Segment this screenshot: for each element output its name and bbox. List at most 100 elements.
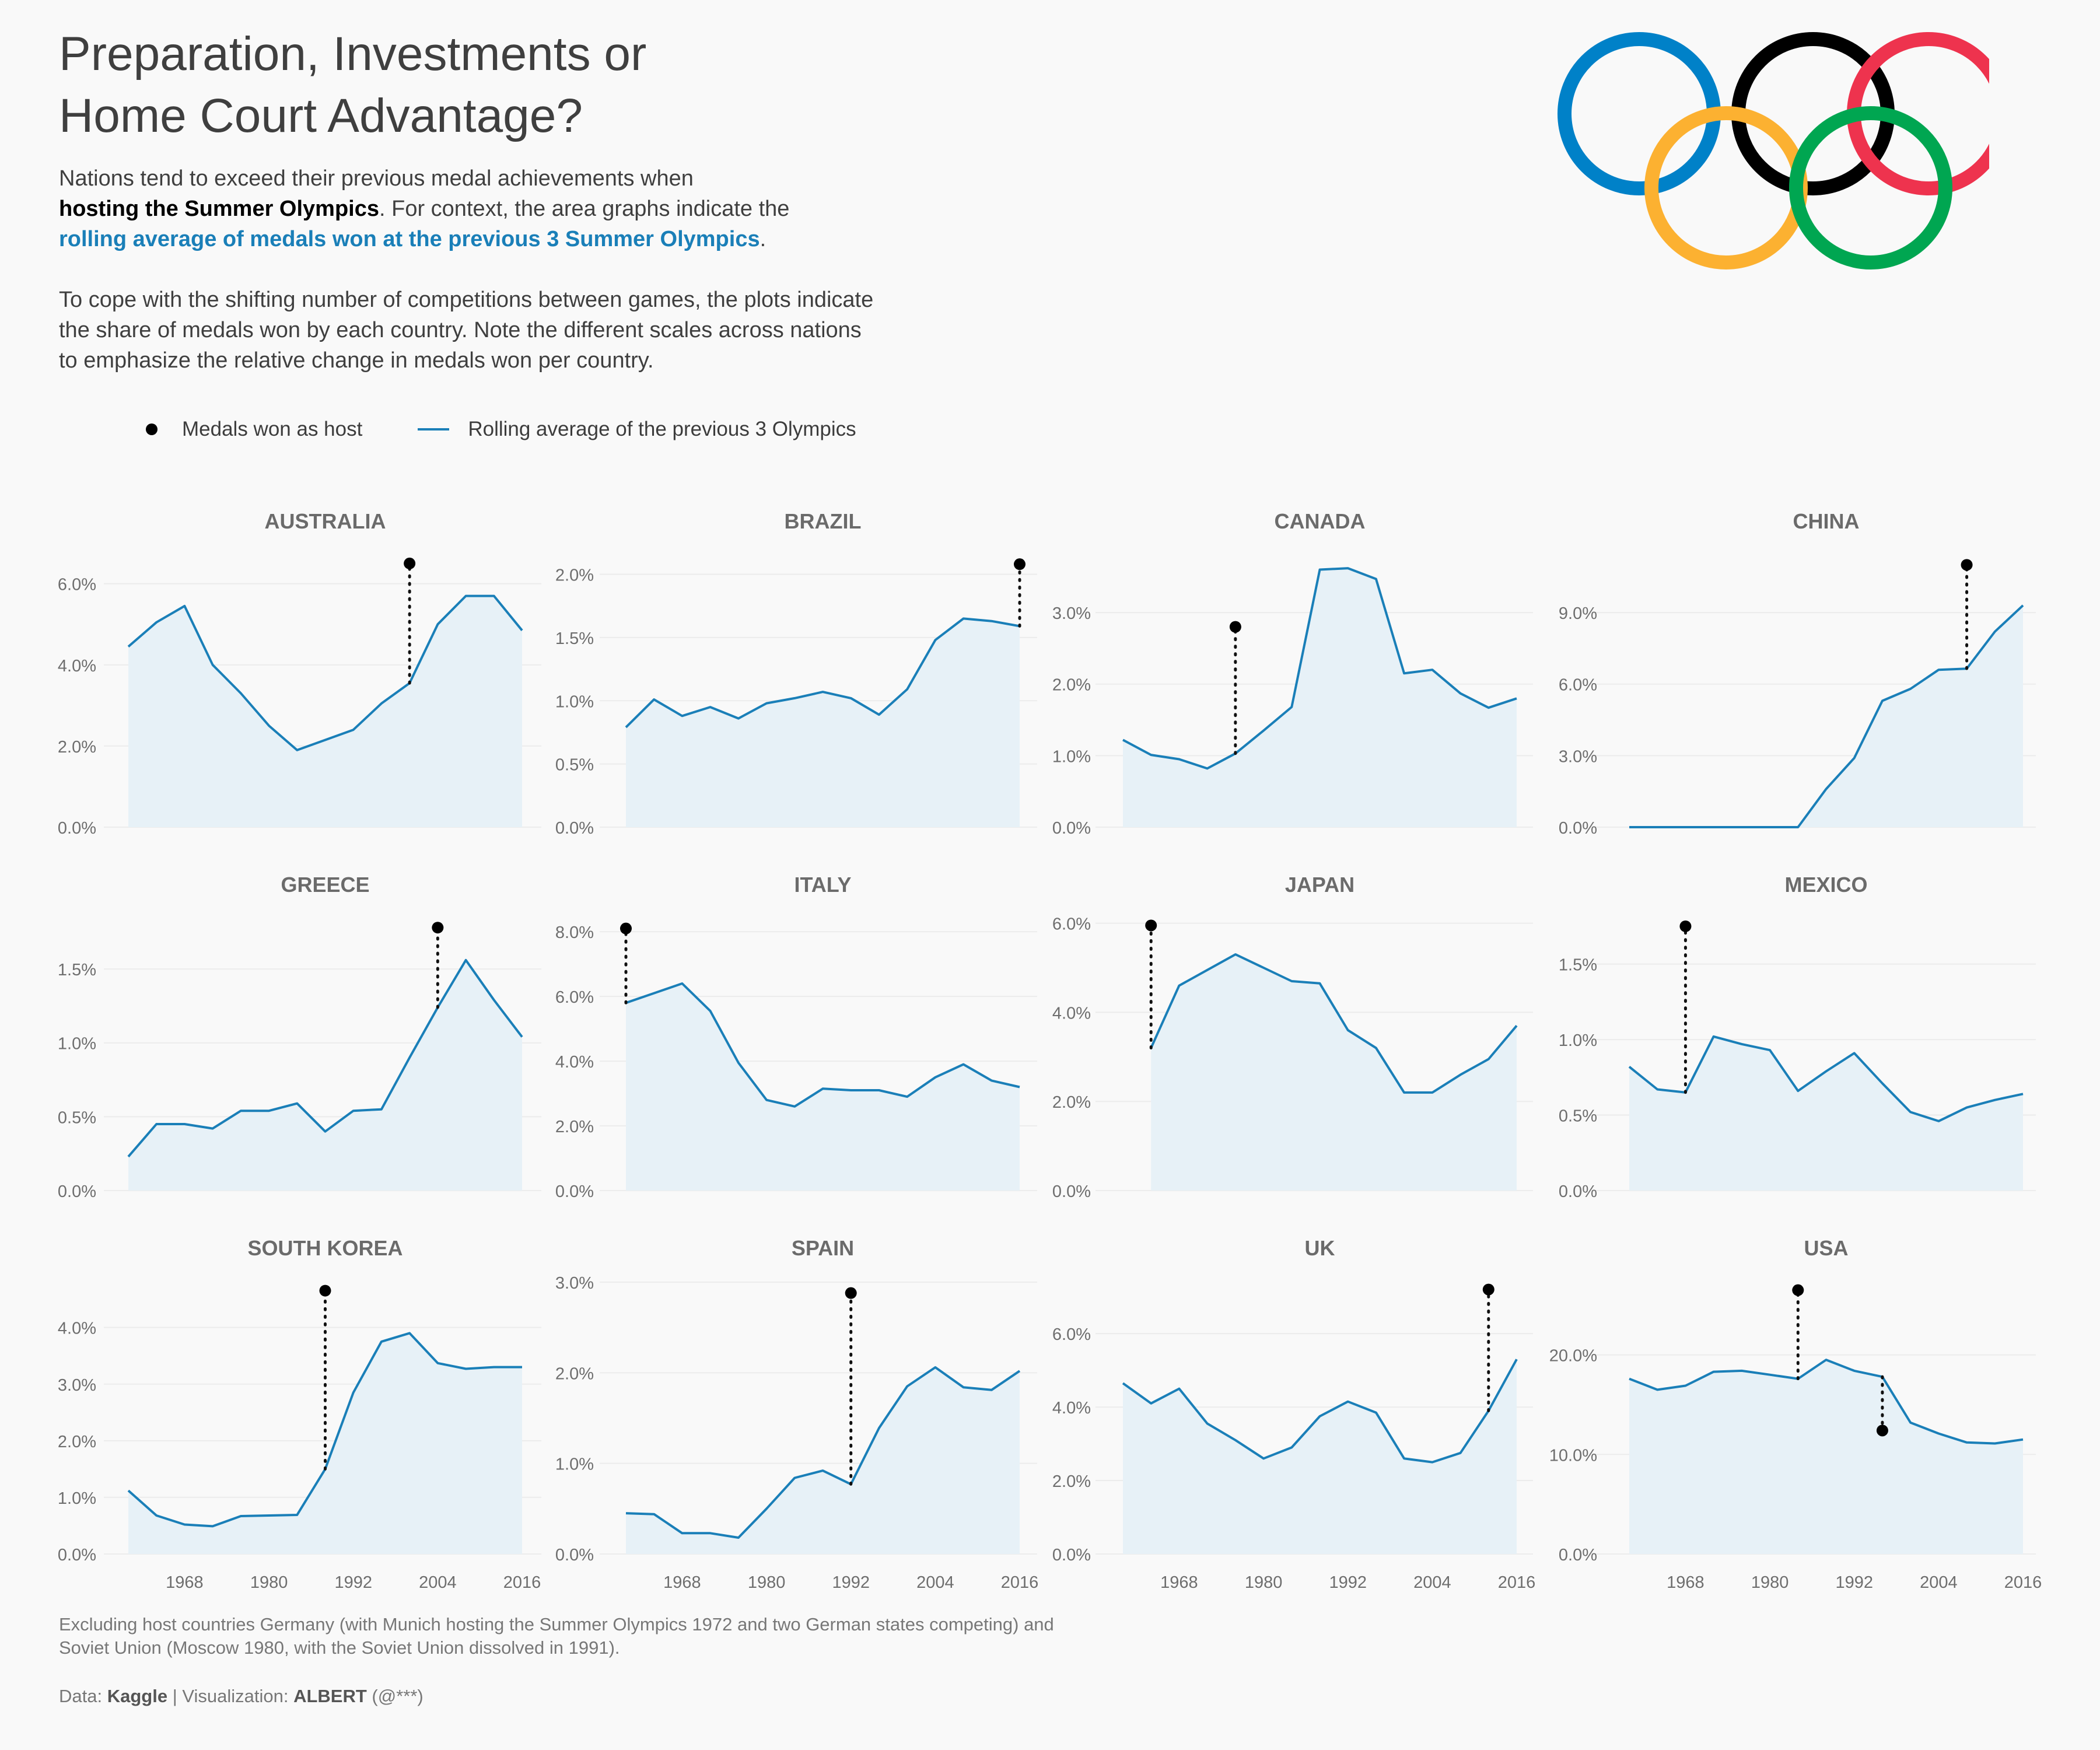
y-tick-label: 8.0% bbox=[555, 923, 594, 942]
y-tick-label: 0.0% bbox=[555, 1182, 594, 1201]
subtitle-text: To cope with the shifting number of comp… bbox=[59, 288, 874, 312]
host-medal-point bbox=[404, 557, 416, 569]
x-tick-label: 1968 bbox=[663, 1573, 701, 1592]
x-tick-label: 2016 bbox=[1498, 1573, 1536, 1592]
subtitle-text: to emphasize the relative change in meda… bbox=[59, 348, 654, 373]
y-tick-label: 1.5% bbox=[58, 961, 96, 979]
y-tick-label: 4.0% bbox=[58, 1320, 96, 1338]
x-tick-label: 1980 bbox=[1751, 1573, 1789, 1592]
panel-title: BRAZIL bbox=[785, 509, 862, 533]
rolling-average-line bbox=[625, 1366, 1021, 1539]
panel-title: AUSTRALIA bbox=[265, 509, 386, 533]
panel-title: USA bbox=[1804, 1236, 1848, 1260]
legend-dot-icon bbox=[146, 424, 158, 435]
panel-japan: JAPAN 0.0% 2.0% 4.0% 6.0% bbox=[1052, 873, 1533, 1201]
x-tick-label: 2016 bbox=[2004, 1573, 2042, 1592]
olympic-rings-logo bbox=[1558, 32, 1989, 270]
y-tick-label: 0.0% bbox=[555, 819, 594, 838]
credit-line: Data: Kaggle | Visualization: ALBERT (@*… bbox=[59, 1686, 1226, 1707]
credit-data-prefix: Data: bbox=[59, 1686, 107, 1706]
y-tick-label: 2.0% bbox=[58, 1433, 96, 1451]
rolling-average-area bbox=[128, 596, 522, 827]
subtitle-text: the share of medals won by each country.… bbox=[59, 318, 862, 342]
y-tick-label: 2.0% bbox=[555, 566, 594, 585]
y-tick-label: 4.0% bbox=[58, 657, 96, 676]
y-tick-label: 1.0% bbox=[555, 1455, 594, 1474]
y-tick-label: 0.5% bbox=[555, 756, 594, 775]
rolling-average-area bbox=[1629, 1036, 2023, 1191]
panel-australia: AUSTRALIA 0.0% 2.0% 4.0% 6.0% bbox=[58, 509, 541, 838]
rolling-average-line bbox=[1150, 953, 1518, 1094]
rolling-average-line bbox=[1629, 1359, 2024, 1445]
y-tick-label: 6.0% bbox=[58, 576, 96, 594]
host-medal-point bbox=[319, 1284, 331, 1297]
legend-item-average: Rolling average of the previous 3 Olympi… bbox=[418, 418, 856, 441]
y-tick-label: 0.0% bbox=[1559, 819, 1597, 838]
panel-canada: CANADA 0.0% 1.0% 2.0% 3.0% bbox=[1052, 509, 1533, 838]
y-tick-label: 1.0% bbox=[1559, 1031, 1597, 1050]
legend-line-icon bbox=[418, 428, 450, 430]
footnote-line-1: Excluding host countries Germany (with M… bbox=[59, 1614, 1054, 1634]
y-tick-label: 4.0% bbox=[555, 1053, 594, 1072]
legend-host-label: Medals won as host bbox=[182, 418, 363, 440]
rolling-average-area bbox=[626, 1367, 1020, 1554]
y-tick-label: 3.0% bbox=[1052, 604, 1091, 623]
panel-title: CHINA bbox=[1793, 509, 1860, 533]
host-medal-point bbox=[1482, 1283, 1494, 1296]
chart-legend: Medals won as host Rolling average of th… bbox=[146, 414, 912, 444]
green-ring-icon bbox=[1789, 106, 1952, 270]
panel-uk: UK 0.0% 2.0% 4.0% 6.0% 1968 1980 1992 2004 2016 bbox=[1052, 1236, 1535, 1592]
y-tick-label: 0.0% bbox=[555, 1546, 594, 1564]
host-medal-point bbox=[1961, 559, 1973, 571]
y-tick-label: 10.0% bbox=[1549, 1446, 1597, 1465]
page-title: Preparation, Investments or Home Court A… bbox=[59, 23, 1051, 147]
rolling-average-area bbox=[626, 984, 1020, 1191]
y-tick-label: 4.0% bbox=[1052, 1004, 1091, 1023]
rolling-average-line bbox=[1629, 604, 2024, 828]
subtitle-text: . bbox=[760, 227, 766, 251]
y-tick-label: 0.5% bbox=[1559, 1107, 1597, 1126]
panel-title: MEXICO bbox=[1784, 873, 1867, 897]
host-medal-point bbox=[432, 922, 444, 934]
host-medal-point bbox=[1876, 1424, 1888, 1437]
x-tick-label: 2016 bbox=[1001, 1573, 1039, 1592]
panel-china: CHINA 0.0% 3.0% 6.0% 9.0% bbox=[1559, 509, 2036, 838]
rolling-average-area bbox=[128, 1333, 522, 1554]
host-medal-point bbox=[620, 922, 632, 935]
credit-data-source: Kaggle bbox=[107, 1686, 168, 1706]
y-tick-label: 6.0% bbox=[1559, 676, 1597, 695]
y-tick-label: 0.5% bbox=[58, 1108, 96, 1127]
x-tick-label: 2016 bbox=[503, 1573, 541, 1592]
y-tick-label: 2.0% bbox=[1052, 1093, 1091, 1112]
y-tick-label: 1.5% bbox=[555, 629, 594, 648]
rolling-average-area bbox=[626, 618, 1020, 827]
rolling-average-line bbox=[1628, 1035, 2024, 1122]
y-tick-label: 3.0% bbox=[1559, 747, 1597, 766]
rolling-average-line bbox=[1122, 1359, 1518, 1464]
panel-south-korea: SOUTH KOREA 0.0% 1.0% 2.0% 3.0% 4.0% 1968 1980 1… bbox=[58, 1236, 541, 1592]
panel-usa: USA 0.0% 10.0% 20.0% 1968 1980 1992 2004 2016 bbox=[1549, 1236, 2042, 1592]
rolling-average-line bbox=[1122, 567, 1517, 770]
y-tick-label: 1.0% bbox=[1052, 747, 1091, 766]
footnote-line-2: Soviet Union (Moscow 1980, with the Sovi… bbox=[59, 1637, 620, 1658]
panel-spain: SPAIN 0.0% 1.0% 2.0% 3.0% 1968 1980 1992 2004 201… bbox=[555, 1236, 1038, 1592]
credit-viz-handle: (@***) bbox=[366, 1686, 424, 1706]
y-tick-label: 2.0% bbox=[58, 738, 96, 757]
credit-viz-author: ALBERT bbox=[293, 1686, 367, 1706]
subtitle-paragraph-2: To cope with the shifting number of comp… bbox=[59, 285, 1021, 376]
panel-title: ITALY bbox=[794, 873, 851, 897]
rolling-average-line bbox=[625, 982, 1020, 1108]
x-tick-label: 1992 bbox=[832, 1573, 870, 1592]
y-tick-label: 0.0% bbox=[1052, 1546, 1091, 1564]
rolling-average-line bbox=[127, 958, 523, 1158]
x-tick-label: 1968 bbox=[1667, 1573, 1704, 1592]
panel-title: UK bbox=[1305, 1236, 1335, 1260]
panel-brazil: BRAZIL 0.0% 0.5% 1.0% 1.5% 2.0% bbox=[555, 509, 1037, 838]
panel-title: CANADA bbox=[1275, 509, 1366, 533]
credit-viz-prefix: | Visualization: bbox=[167, 1686, 294, 1706]
x-tick-label: 1992 bbox=[1835, 1573, 1873, 1592]
legend-item-host: Medals won as host bbox=[146, 418, 362, 441]
y-tick-label: 3.0% bbox=[555, 1274, 594, 1293]
x-tick-label: 1968 bbox=[1160, 1573, 1198, 1592]
